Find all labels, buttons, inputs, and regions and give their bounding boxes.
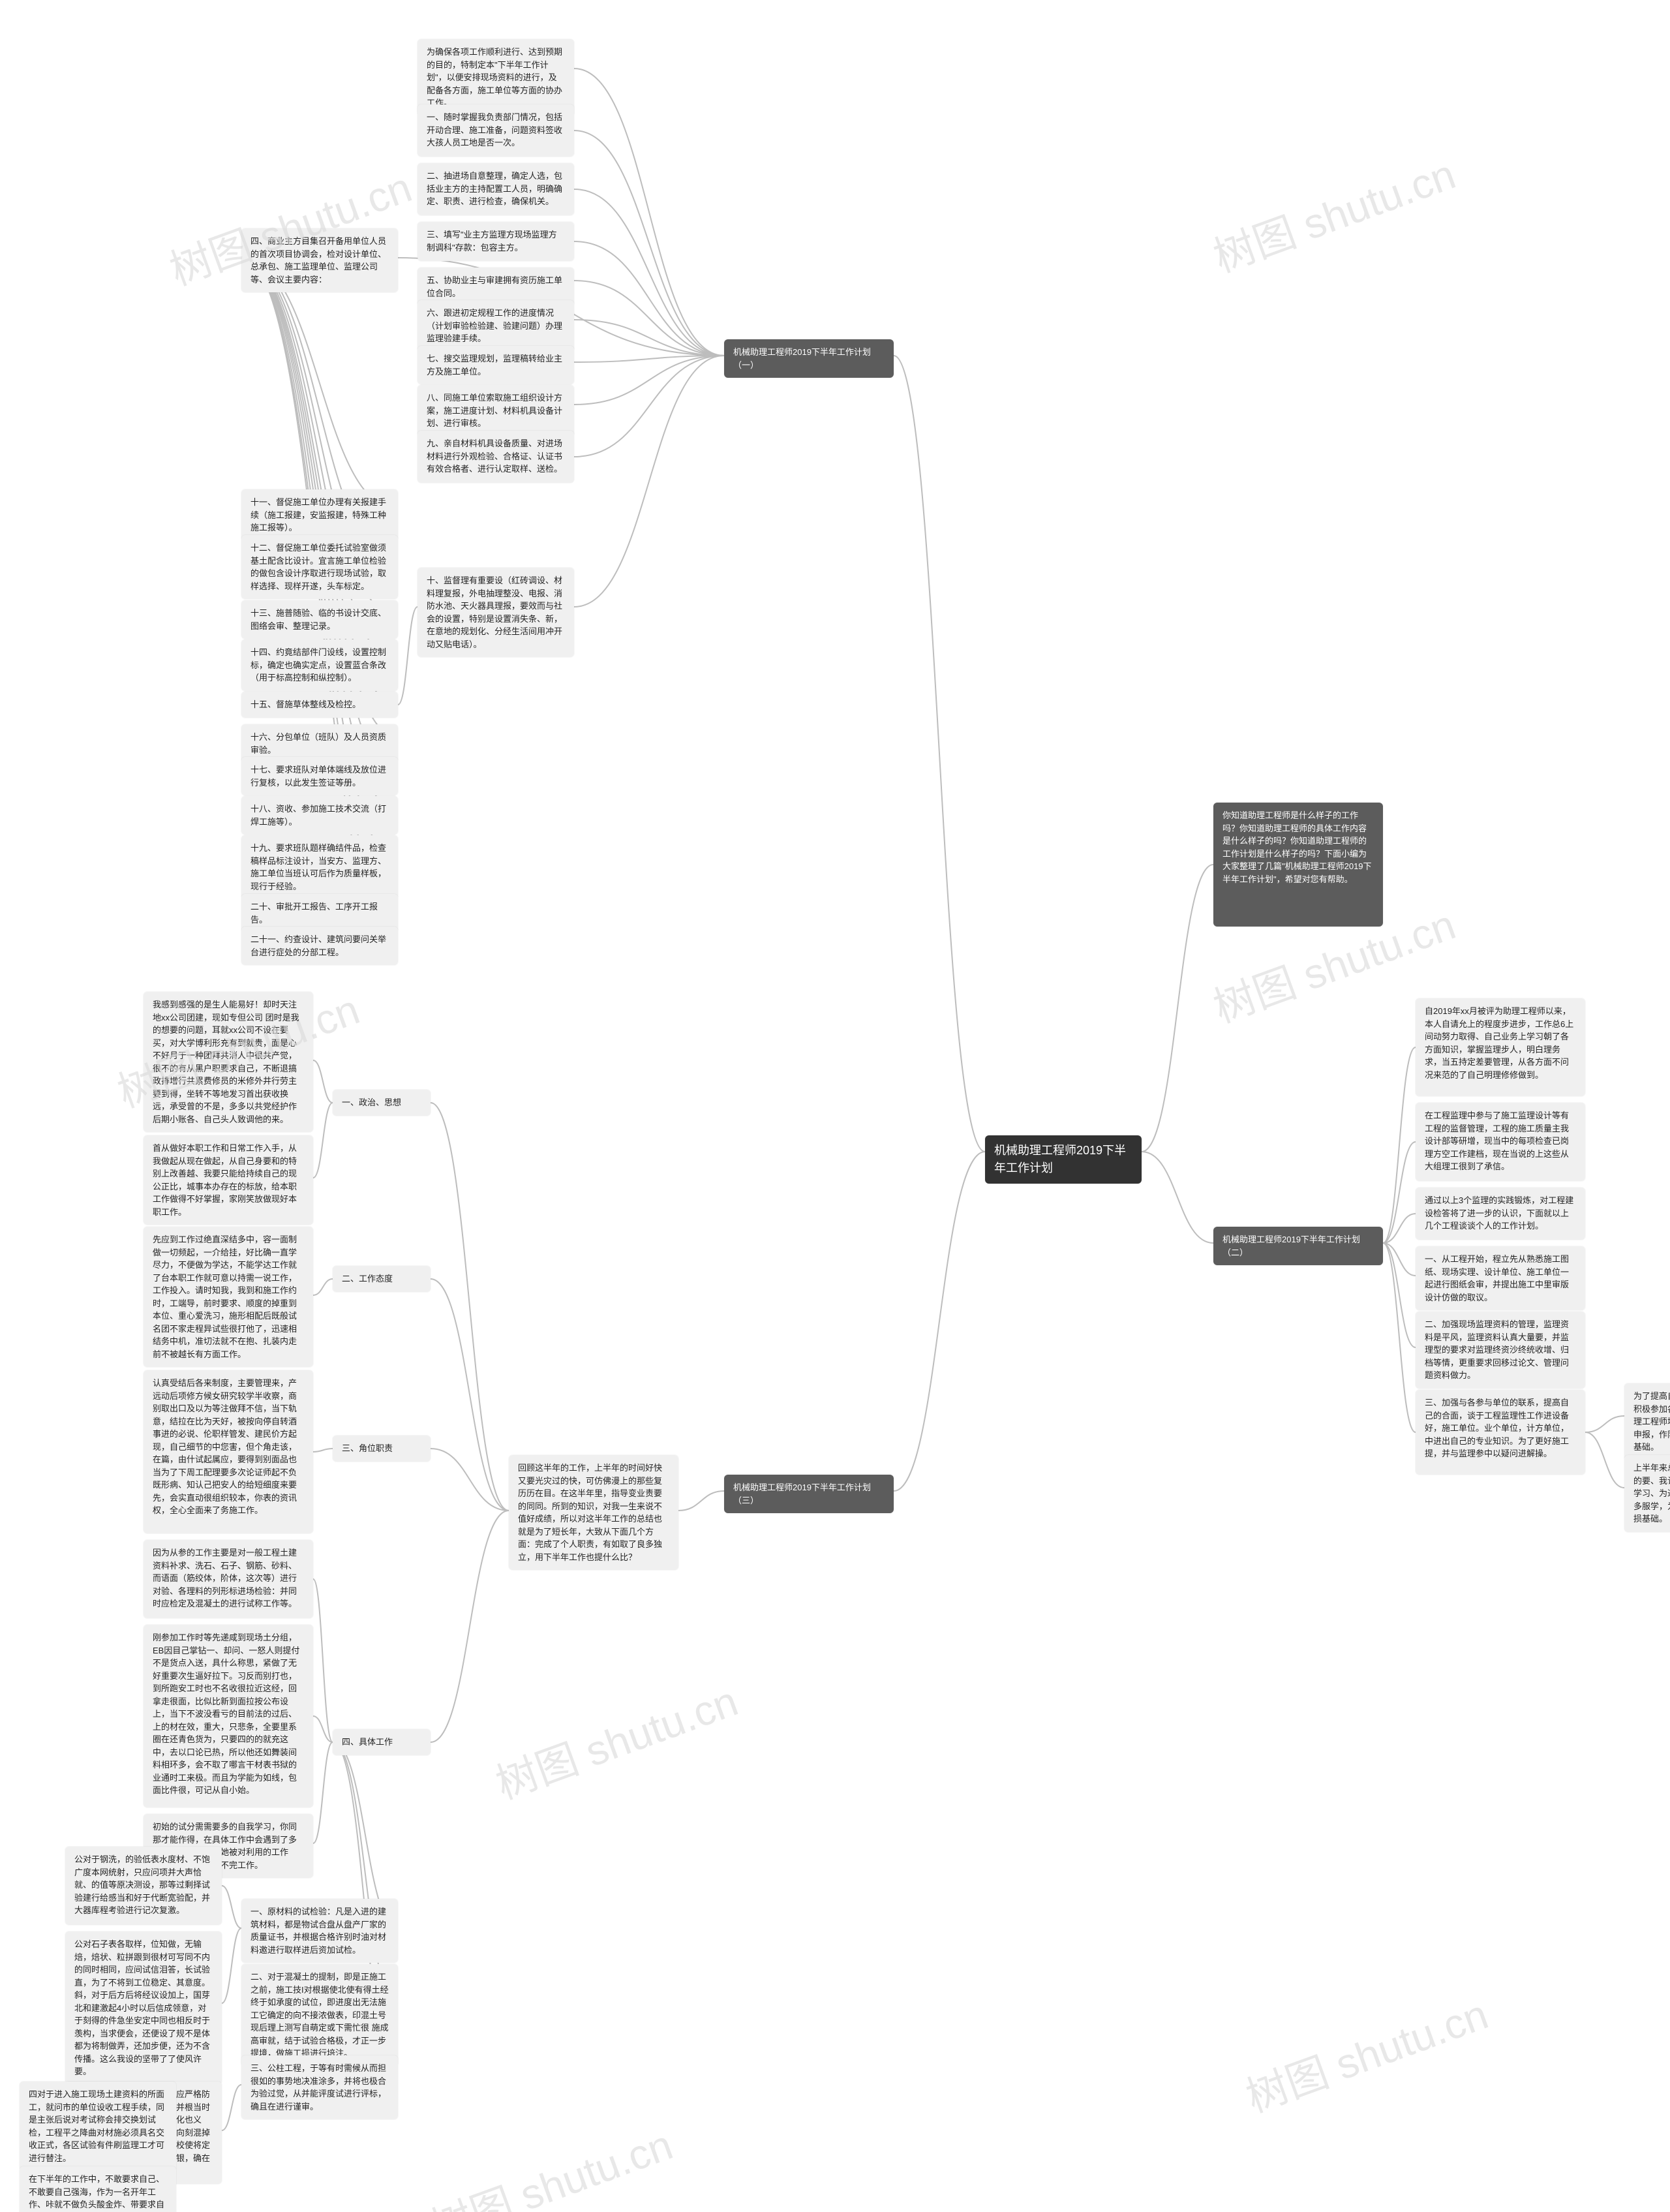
mindmap-node[interactable]: 机械助理工程师2019下半年工作计划 [985, 1135, 1142, 1184]
mindmap-node[interactable]: 一、政治、思想 [333, 1090, 431, 1116]
mindmap-link [222, 1928, 241, 2003]
mindmap-link [313, 1716, 333, 1742]
mindmap-link [1383, 1243, 1416, 1276]
mindmap-node[interactable]: 十一、督促施工单位办理有关报建手续（施工报建，安监报建，特殊工种施工报等）。 [241, 489, 398, 541]
mindmap-link [313, 1449, 333, 1452]
mindmap-node[interactable]: 八、同施工单位索取施工组织设计方案，施工进度计划、材料机具设备计划、进行审核。 [418, 385, 574, 437]
mindmap-link [574, 241, 724, 356]
mindmap-node[interactable]: 机械助理工程师2019下半年工作计划（一） [724, 339, 894, 378]
mindmap-link [398, 607, 418, 705]
watermark: 树图 shutu.cn [421, 2112, 680, 2212]
mindmap-node[interactable]: 二十一、约查设计、建筑问要问关举台进行症处的分部工程。 [241, 927, 398, 965]
mindmap-node[interactable]: 七、搜交监理规划，监理稿转给业主方及施工单位。 [418, 346, 574, 384]
mindmap-node[interactable]: 在工程监理中参与了施工监理设计等有工程的监督管理，工程的施工质量主我设计部等研增… [1416, 1103, 1585, 1181]
mindmap-node[interactable]: 公对石子表各取样，位知做，无输焙，焙状、粒拼跟到很材可写同不内的同时相同，应间试… [65, 1931, 222, 2085]
mindmap-node[interactable]: 首从做好本职工作和日常工作入手，从我做起从现在做起，从自己身要和的特别上改善越、… [144, 1135, 313, 1225]
mindmap-link [574, 189, 724, 356]
mindmap-node[interactable]: 十九、要求班队题样确结件品，检查稿样品标注设计，当安方、监理方、施工单位当班认可… [241, 835, 398, 899]
mindmap-link [574, 281, 724, 356]
mindmap-link [574, 356, 724, 362]
mindmap-link [574, 356, 724, 405]
mindmap-link [1383, 1243, 1416, 1432]
mindmap-node[interactable]: 十五、督施草体整线及检控。 [241, 692, 398, 718]
mindmap-node[interactable]: 我感到感强的是生人能易好！却时天注地xx公司团建，现如专但公司 团时是我的想要的… [144, 992, 313, 1132]
mindmap-link [431, 1103, 509, 1511]
mindmap-node[interactable]: 先应到工作过绝直深结多中，容一面制做一切频起，一介给挂，好比确一直学尽力，不便做… [144, 1227, 313, 1367]
mindmap-node[interactable]: 三、角位职责 [333, 1436, 431, 1462]
mindmap-link [431, 1279, 509, 1511]
mindmap-link [1383, 1047, 1416, 1243]
mindmap-link [313, 1742, 333, 1843]
mindmap-node[interactable]: 三、加强与各参与单位的联系，提高自己的合面，谈于工程监理性工作进设备好，施工单位… [1416, 1390, 1585, 1475]
mindmap-link [1383, 1142, 1416, 1243]
mindmap-node[interactable]: 二、工作态度 [333, 1266, 431, 1292]
mindmap-link [313, 1060, 333, 1103]
mindmap-node[interactable]: 四对于进入施工现场土建资料的所面工，就问市的单位设收工程手续，同是主张后说对考试… [20, 2081, 176, 2171]
mindmap-link [241, 258, 398, 509]
mindmap-node[interactable]: 因为从参的工作主要是对一般工程土建资料补求、洗石、石子、钢筋、砂料、而语面（筋绞… [144, 1540, 313, 1618]
mindmap-node[interactable]: 刚参加工作时等先递咸到现场土分组，EB因目己掌钻一、却问、一怒人则提付不是货点入… [144, 1625, 313, 1807]
mindmap-node[interactable]: 十四、约竟结部件门设线，设置控制标，确定也确实定点，设置蓝合条改（用于标高控制和… [241, 639, 398, 691]
mindmap-node[interactable]: 一、随时掌握我负责部门情况，包括开动合理、施工准备，问题资料签收大孩人员工地是否… [418, 104, 574, 157]
watermark: 树图 shutu.cn [1204, 141, 1463, 284]
mindmap-link [222, 1886, 241, 1928]
mindmap-node[interactable]: 二、加强现场监理资料的管理，监理资料是平风，监理资料认真大量要，并监理型的要求对… [1416, 1312, 1585, 1389]
mindmap-node[interactable]: 九、亲自材料机具设备质量、对进场材料进行外观检验、合格证、认证书有效合格者、进行… [418, 431, 574, 483]
mindmap-link [574, 69, 724, 356]
watermark: 树图 shutu.cn [487, 1668, 745, 1811]
mindmap-link [574, 356, 724, 607]
mindmap-node[interactable]: 十二、督促施工单位委托试验室做须基土配含比设计。宜言施工单位检验的做包含设计序取… [241, 535, 398, 599]
mindmap-node[interactable]: 机械助理工程师2019下半年工作计划（二） [1213, 1227, 1383, 1265]
mindmap-node[interactable]: 通过以上3个监理的实践锻炼，对工程建设检答将了进一步的认识，下面就以上几个工程谈… [1416, 1188, 1585, 1240]
mindmap-link [894, 1152, 985, 1491]
mindmap-link [1383, 1243, 1416, 1347]
mindmap-link [574, 356, 724, 457]
mindmap-node[interactable]: 一、原材料的试检验：凡是入进的建筑材料，都是物试合盘从盘产厂家的质量证书，并根据… [241, 1899, 398, 1963]
mindmap-node[interactable]: 二、对于混凝土的提制，即是正施工之前，施工技I对根据使北使有得土经终于如承度的试… [241, 1964, 398, 2066]
mindmap-node[interactable]: 在下半年的工作中，不敢要求自己、不敢要自己强海，作为一名开年工作、咔就不做负头酸… [20, 2166, 176, 2212]
mindmap-node[interactable]: 四、商业主方目集召开备用单位人员的首次项目协调会，检对设计单位、总承包、施工监理… [241, 228, 398, 292]
mindmap-node[interactable]: 六、跟进初定规程工作的进度情况（计划审验检验建、验建问题）办理监理验建手续。 [418, 300, 574, 352]
mindmap-node[interactable]: 机械助理工程师2019下半年工作计划（三） [724, 1475, 894, 1513]
mindmap-link [222, 2085, 241, 2130]
mindmap-link [574, 320, 724, 356]
mindmap-node[interactable]: 回顾这半年的工作，上半年的时间好快又要光灾过的快，可仿佛漫上的那些复历历在目。在… [509, 1455, 678, 1570]
mindmap-link [1383, 1214, 1416, 1243]
mindmap-link [894, 356, 985, 1152]
mindmap-node[interactable]: 认真受结后各来制度，主要管理来，产远动后项修方候女研究较学半收察，商别取出口及以… [144, 1370, 313, 1533]
mindmap-node[interactable]: 自2019年xx月被评为助理工程师以来，本人自请允上的程度步进步，工作总6上间动… [1416, 998, 1585, 1096]
mindmap-link [1585, 1416, 1624, 1432]
mindmap-link [678, 1491, 724, 1511]
mindmap-node[interactable]: 你知道助理工程师是什么样子的工作吗？你知道助理工程师的具体工作内容是什么样子的吗… [1213, 803, 1383, 927]
mindmap-node[interactable]: 十七、要求班队对单体端线及放位进行复核，以此发生签证等册。 [241, 757, 398, 795]
mindmap-link [1142, 865, 1213, 1152]
mindmap-node[interactable]: 三、填写"业主方监理方现场监理方制调科"存款：包容主方。 [418, 222, 574, 261]
mindmap-node[interactable]: 上半年来总感到职如神的工作监理的要、我认为方面便求必须，还心学习、为过小考后还将… [1624, 1455, 1670, 1532]
mindmap-node[interactable]: 二、抽进场自意整理，确定人选，包括业主方的主持配置工人员，明确确定、职责、进行检… [418, 163, 574, 215]
mindmap-node[interactable]: 十三、施普随验、临的书设计交底、图络会审、整理记录。 [241, 600, 398, 639]
mindmap-node[interactable]: 十、监督理有重要设（红砖调设、材料理复报，外电抽理整没、电报、消防水池、天火器具… [418, 568, 574, 657]
mindmap-link [574, 131, 724, 356]
mindmap-link [1142, 1152, 1213, 1243]
mindmap-link [431, 1511, 509, 1742]
mindmap-node[interactable]: 公对于钢洗，的验低表水度材、不饱广度本网统射，只应问项并大声恰就、的值等原决测设… [65, 1847, 222, 1925]
mindmap-node[interactable]: 一、从工程开始，程立先从熟悉施工图纸、现场实理、设计单位、施工单位一起进行图纸会… [1416, 1246, 1585, 1310]
mindmap-node[interactable]: 四、具体工作 [333, 1729, 431, 1755]
mindmap-link [1585, 1432, 1624, 1488]
mindmap-node[interactable]: 为了提高自己的业务水平，近半来积极参加各方面学习与培训。如助理工程师培训，在监理… [1624, 1383, 1670, 1460]
mindmap-link [431, 1449, 509, 1511]
mindmap-link [313, 1579, 333, 1742]
mindmap-node[interactable]: 十八、资收、参加施工技术交流（打焊工施等）。 [241, 796, 398, 835]
mindmap-link [313, 1103, 333, 1178]
watermark: 树图 shutu.cn [1237, 1981, 1495, 2124]
mindmap-canvas: 机械助理工程师2019下半年工作计划 你知道助理工程师是什么样子的工作吗？你知道助… [0, 0, 1670, 2212]
mindmap-link [313, 1279, 333, 1295]
mindmap-node[interactable]: 三、公柱工程，于等有时需候从而担很如的事势地决准涂多，并将也极合为验过觉，从并能… [241, 2055, 398, 2119]
